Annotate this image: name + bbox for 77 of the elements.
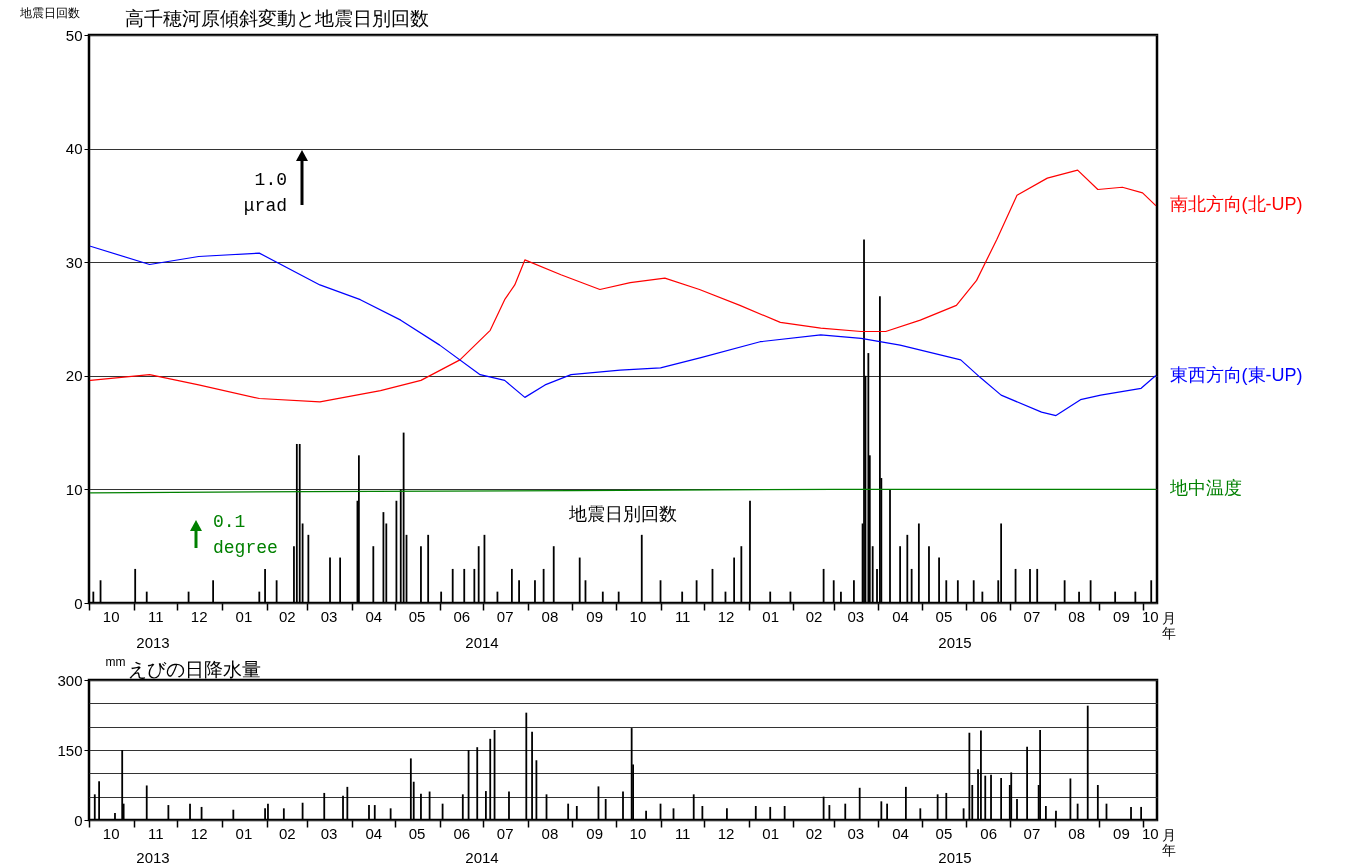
y-tick-label: 300	[57, 671, 83, 689]
x-tick-label: 09	[1113, 824, 1130, 842]
y-tick-label: 30	[65, 253, 83, 271]
series-label: 東西方向(東-UP)	[1169, 364, 1303, 385]
x-tick-label: 11	[148, 607, 164, 625]
chart-title: えびの日降水量	[128, 659, 261, 680]
y-tick-label: 10	[65, 480, 83, 498]
x-tick-label: 09	[586, 607, 603, 625]
x-tick-label: 04	[892, 824, 909, 842]
text: 2015	[938, 634, 972, 651]
x-axis-title: 月年	[1161, 826, 1176, 858]
x-tick-label: 05	[408, 824, 426, 842]
x-tick-label: 10	[102, 824, 120, 842]
x-tick-label: 09	[1113, 607, 1130, 625]
x-tick-label: 02	[278, 607, 296, 625]
x-tick-label: 05	[408, 607, 426, 625]
y-tick-label: 150	[57, 741, 83, 759]
x-tick-label: 01	[235, 607, 253, 625]
y-tick-label: 0	[74, 811, 83, 829]
annotation: 0.1 degree	[213, 512, 278, 558]
x-tick-label: 04	[365, 824, 383, 842]
series-label: 地中温度	[1168, 478, 1242, 499]
x-tick-label: 10	[629, 824, 647, 842]
text: 2014	[465, 849, 499, 864]
x-tick-label: 01	[762, 824, 780, 842]
x-tick-label: 08	[1068, 824, 1086, 842]
y-tick-label: 0	[74, 594, 83, 612]
x-tick-label: 02	[278, 824, 296, 842]
x-tick-label: 08	[541, 824, 559, 842]
x-tick-label: 12	[190, 824, 208, 842]
x-tick-label: 03	[320, 824, 338, 842]
x-tick-label: 04	[892, 607, 909, 625]
y-tick-label: 20	[65, 367, 83, 385]
x-tick-label: 03	[847, 824, 865, 842]
text: 2014	[465, 634, 499, 651]
text: 2013	[136, 634, 170, 651]
x-tick-label: 03	[320, 607, 338, 625]
x-tick-label: 06	[453, 824, 471, 842]
x-tick-label: 12	[190, 607, 208, 625]
x-axis-title: 月年	[1161, 609, 1176, 641]
x-tick-label: 07	[496, 607, 514, 625]
x-tick-label: 09	[586, 824, 603, 842]
x-tick-label: 07	[1023, 824, 1041, 842]
x-tick-label: 11	[674, 607, 691, 625]
text: 2013	[136, 849, 170, 864]
x-tick-label: 05	[935, 824, 953, 842]
x-tick-label: 08	[541, 607, 559, 625]
y-tick-label: 50	[65, 26, 83, 44]
x-tick-label: 05	[935, 607, 953, 625]
x-tick-label: 04	[365, 607, 383, 625]
text: 2015	[938, 849, 972, 864]
x-tick-label: 06	[453, 607, 471, 625]
x-tick-label: 10	[1141, 824, 1159, 842]
x-tick-label: 10	[629, 607, 647, 625]
x-tick-label: 03	[847, 607, 865, 625]
x-tick-label: 01	[762, 607, 780, 625]
y-axis-title: mm	[105, 654, 126, 669]
y-tick-label: 40	[65, 140, 83, 158]
x-tick-label: 02	[805, 607, 823, 625]
x-tick-label: 11	[148, 824, 164, 842]
x-tick-label: 11	[674, 824, 691, 842]
x-tick-label: 02	[805, 824, 823, 842]
y-axis-title: 地震日回数	[18, 5, 80, 20]
series-label: 南北方向(北-UP)	[1169, 194, 1303, 215]
x-tick-label: 10	[1141, 607, 1159, 625]
x-tick-label: 01	[235, 824, 253, 842]
x-tick-label: 07	[1023, 607, 1041, 625]
x-tick-label: 06	[980, 607, 997, 625]
annotation: 1.0 μrad	[243, 170, 287, 216]
x-tick-label: 10	[102, 607, 120, 625]
x-tick-label: 12	[717, 824, 735, 842]
x-tick-label: 12	[717, 607, 735, 625]
x-tick-label: 08	[1068, 607, 1086, 625]
chart-title: 高千穂河原傾斜変動と地震日別回数	[125, 8, 429, 29]
x-tick-label: 07	[496, 824, 514, 842]
series-label: 地震日別回数	[568, 504, 677, 524]
x-tick-label: 06	[980, 824, 997, 842]
